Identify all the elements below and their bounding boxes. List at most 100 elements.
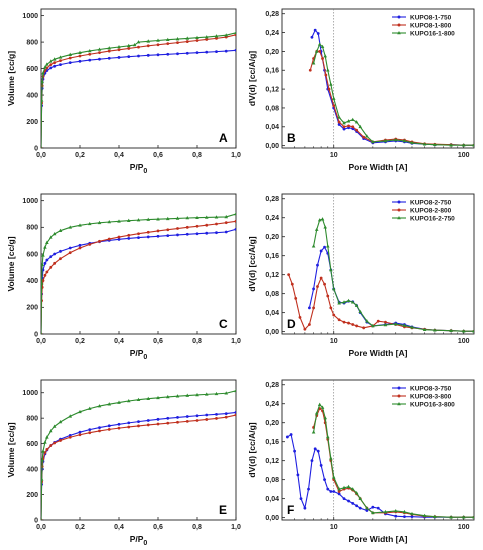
data-point [323,415,328,420]
data-point [342,300,346,304]
data-point [234,413,236,417]
data-point [461,515,466,519]
series-1 [312,407,474,519]
data-point [403,515,406,519]
data-point [314,49,319,53]
data-point [215,222,218,226]
data-point [185,419,189,423]
y-axis-label: Volume [cc/g] [6,236,16,291]
data-point [234,388,236,393]
data-point [87,221,92,226]
data-point [117,422,121,426]
data-point [329,267,333,272]
data-point [98,57,101,61]
data-point [127,233,131,237]
data-point [176,41,179,45]
data-point [410,325,414,329]
data-point [316,449,320,453]
data-point [303,327,307,331]
data-point [337,120,341,124]
series-line [313,218,474,332]
data-point [43,273,47,277]
data-point [307,487,310,491]
series-0 [41,411,236,520]
data-point [127,47,131,50]
data-point [224,415,228,419]
data-point [185,225,189,229]
data-point [310,459,314,463]
data-point [324,73,328,77]
y-tick-label: 0,24 [265,401,279,408]
x-tick-label: 0,4 [114,338,124,345]
y-tick-label: 0,28 [265,196,279,203]
data-point [472,143,474,147]
data-point [156,234,160,238]
data-point [394,514,398,518]
x-tick-label: 1,0 [231,338,241,345]
data-point [127,55,131,59]
x-axis-label-text: Pore Width [A] [349,348,408,358]
data-point [323,245,326,249]
x-tick-label: 10 [330,152,338,159]
data-point [146,419,150,422]
data-point [43,440,47,444]
data-point [68,251,72,255]
y-axis-label: Volume [cc/g] [6,422,16,477]
data-point [165,37,170,42]
data-point [205,38,209,41]
data-point [52,424,57,428]
data-point [68,61,72,65]
data-point [371,505,375,509]
data-point [296,473,300,477]
data-point [347,499,350,503]
data-point [342,127,346,131]
data-point [332,490,336,493]
data-point [325,68,330,72]
series-0 [41,48,236,148]
data-point [58,55,63,59]
data-point [52,232,57,236]
data-point [358,309,363,313]
data-point [87,406,92,410]
data-point [215,36,218,40]
data-point [45,66,49,70]
data-point [175,216,180,220]
data-point [117,237,121,241]
data-point [289,433,293,436]
data-point [351,501,355,505]
data-point [49,66,53,70]
y-tick-label: 0,04 [265,124,279,131]
data-point [41,332,43,334]
y-tick-label: 1000 [22,390,38,397]
series-1 [41,413,236,520]
series-line [313,407,474,518]
data-point [461,143,466,147]
data-point [78,430,82,434]
series-1 [41,219,236,334]
data-point [175,37,180,41]
y-tick-label: 0,12 [265,272,279,279]
data-point [308,306,311,310]
data-point [342,320,346,324]
data-point [449,515,453,519]
data-point [234,30,236,35]
data-point [317,42,322,46]
legend-label: KUPO8-2-750 [410,199,452,206]
panel-letter: F [287,503,294,517]
data-point [205,50,209,54]
data-point [331,96,336,100]
data-point [358,506,362,510]
data-point [68,52,73,56]
data-point [326,487,330,491]
data-point [323,54,328,58]
data-point [146,230,150,234]
x-tick-label: 0,2 [75,152,85,159]
panel-letter: B [287,131,296,145]
data-point [45,258,49,262]
data-point [205,413,209,417]
y-tick-label: 0,28 [265,11,279,18]
data-point [107,220,112,224]
x-axis-label-text: P/P [130,348,144,358]
data-point [126,43,131,48]
